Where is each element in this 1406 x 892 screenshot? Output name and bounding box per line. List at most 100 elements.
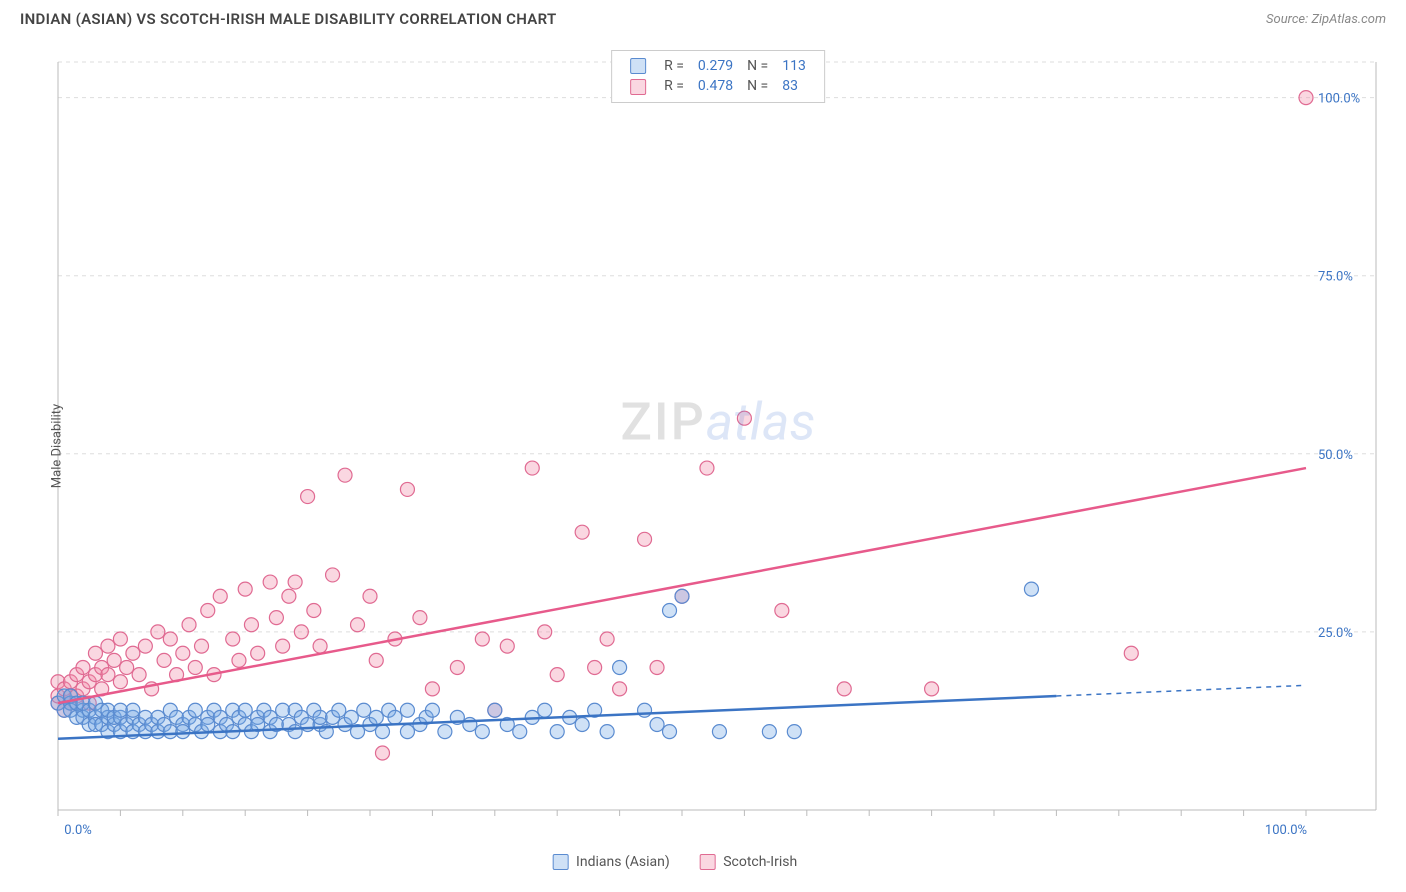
- data-point: [313, 639, 327, 653]
- y-axis-label: Male Disability: [50, 404, 65, 488]
- data-point: [925, 682, 939, 696]
- data-point: [388, 710, 402, 724]
- data-point: [113, 675, 127, 689]
- legend-swatch: [553, 854, 569, 870]
- data-point: [238, 703, 252, 717]
- data-point: [650, 718, 664, 732]
- data-point: [1299, 91, 1313, 105]
- data-point: [450, 661, 464, 675]
- data-point: [201, 604, 215, 618]
- data-point: [344, 710, 358, 724]
- data-point: [76, 661, 90, 675]
- data-point: [600, 725, 614, 739]
- series-legend: Indians (Asian) Scotch-Irish: [553, 854, 798, 870]
- x-tick-label: 0.0%: [64, 823, 92, 838]
- data-point: [538, 703, 552, 717]
- data-point: [737, 411, 751, 425]
- data-point: [176, 646, 190, 660]
- y-tick-label: 100.0%: [1318, 92, 1360, 107]
- data-point: [438, 725, 452, 739]
- data-point: [588, 661, 602, 675]
- legend-swatch: [630, 58, 646, 74]
- data-point: [101, 639, 115, 653]
- data-point: [213, 589, 227, 603]
- legend-n-label: N =: [741, 57, 774, 75]
- data-point: [369, 653, 383, 667]
- data-point: [400, 482, 414, 496]
- data-point: [188, 703, 202, 717]
- data-point: [88, 646, 102, 660]
- data-point: [188, 661, 202, 675]
- data-point: [288, 575, 302, 589]
- x-tick-label: 100.0%: [1265, 823, 1307, 838]
- data-point: [326, 568, 340, 582]
- source-credit: Source: ZipAtlas.com: [1266, 12, 1386, 27]
- legend-row: R =0.279N =113: [624, 57, 812, 75]
- legend-item: Indians (Asian): [553, 854, 670, 870]
- data-point: [475, 632, 489, 646]
- data-point: [363, 589, 377, 603]
- data-point: [613, 682, 627, 696]
- data-point: [575, 525, 589, 539]
- data-point: [357, 703, 371, 717]
- data-point: [294, 625, 308, 639]
- legend-r-label: R =: [658, 57, 690, 75]
- header: INDIAN (ASIAN) VS SCOTCH-IRISH MALE DISA…: [0, 0, 1406, 32]
- y-tick-label: 75.0%: [1318, 270, 1353, 285]
- data-point: [269, 611, 283, 625]
- data-point: [475, 725, 489, 739]
- data-point: [663, 725, 677, 739]
- data-point: [675, 589, 689, 603]
- data-point: [332, 703, 346, 717]
- legend-label: Scotch-Irish: [723, 854, 797, 870]
- legend-r-value: 0.279: [692, 57, 739, 75]
- data-point: [288, 725, 302, 739]
- data-point: [251, 646, 265, 660]
- legend-swatch: [700, 854, 716, 870]
- data-point: [463, 718, 477, 732]
- data-point: [126, 646, 140, 660]
- data-point: [837, 682, 851, 696]
- data-point: [550, 725, 564, 739]
- legend-r-label: R =: [658, 77, 690, 95]
- y-tick-label: 25.0%: [1318, 626, 1353, 641]
- data-point: [488, 703, 502, 717]
- data-point: [613, 661, 627, 675]
- data-point: [138, 639, 152, 653]
- legend-swatch: [630, 79, 646, 95]
- data-point: [195, 639, 209, 653]
- legend-r-value: 0.478: [692, 77, 739, 95]
- data-point: [638, 703, 652, 717]
- data-point: [226, 632, 240, 646]
- data-point: [1124, 646, 1138, 660]
- data-point: [182, 618, 196, 632]
- data-point: [550, 668, 564, 682]
- data-point: [232, 653, 246, 667]
- data-point: [775, 604, 789, 618]
- chart-title: INDIAN (ASIAN) VS SCOTCH-IRISH MALE DISA…: [20, 10, 556, 28]
- data-point: [600, 632, 614, 646]
- data-point: [500, 639, 514, 653]
- data-point: [762, 725, 776, 739]
- data-point: [369, 710, 383, 724]
- legend-n-label: N =: [741, 77, 774, 95]
- data-point: [263, 575, 277, 589]
- data-point: [244, 618, 258, 632]
- plot-area: Male Disability 25.0%50.0%75.0%100.0%0.0…: [50, 50, 1386, 842]
- data-point: [425, 682, 439, 696]
- data-point: [276, 639, 290, 653]
- data-point: [101, 668, 115, 682]
- data-point: [107, 653, 121, 667]
- data-point: [120, 661, 134, 675]
- data-point: [663, 604, 677, 618]
- data-point: [301, 490, 315, 504]
- data-point: [538, 625, 552, 639]
- data-point: [282, 589, 296, 603]
- data-point: [351, 618, 365, 632]
- data-point: [132, 668, 146, 682]
- data-point: [157, 653, 171, 667]
- legend-item: Scotch-Irish: [700, 854, 798, 870]
- data-point: [425, 703, 439, 717]
- data-point: [126, 703, 140, 717]
- data-point: [413, 611, 427, 625]
